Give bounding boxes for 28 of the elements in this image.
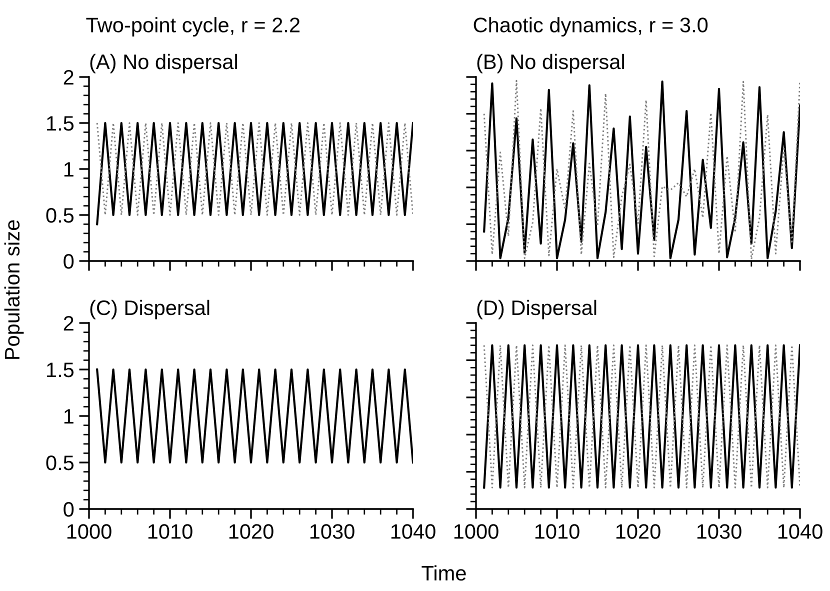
x-tick-label: 1010 [535,524,580,539]
x-tick-label: 1020 [229,524,274,539]
x-tick-label: 1020 [616,524,660,539]
chart-subtitle: Two-point cycle, r = 2.2 [86,17,300,37]
y-axis-title: Population size [4,220,24,359]
y-tick-label: 1 [64,409,74,424]
y-tick-label: 0 [64,254,74,269]
y-tick-label: 0 [64,502,74,517]
chart-title: (D) Dispersal [477,300,596,320]
x-tick-label: 1030 [310,524,354,539]
y-tick-label: 0.5 [46,208,74,223]
chart-subtitle: Chaotic dynamics, r = 3.0 [474,17,708,37]
y-tick-label: 0.5 [46,456,74,470]
x-tick-label: 1030 [697,524,742,539]
x-tick-label: 1040 [778,524,822,539]
y-tick-label: 2 [64,70,74,85]
x-tick-label: 1040 [391,524,436,539]
y-tick-label: 1.5 [47,116,74,131]
y-tick-label: 1.5 [47,362,74,378]
x-tick-label: 1000 [454,524,498,539]
chart-title: (A) No dispersal [90,54,237,74]
chart-title: (C) Dispersal [90,300,210,320]
x-tick-label: 1010 [148,524,192,539]
x-axis-title: Time [422,565,466,581]
y-tick-label: 1 [64,162,74,177]
chart-title: (B) No dispersal [477,54,624,74]
x-tick-label: 1000 [67,524,112,539]
y-tick-label: 2 [64,316,74,331]
